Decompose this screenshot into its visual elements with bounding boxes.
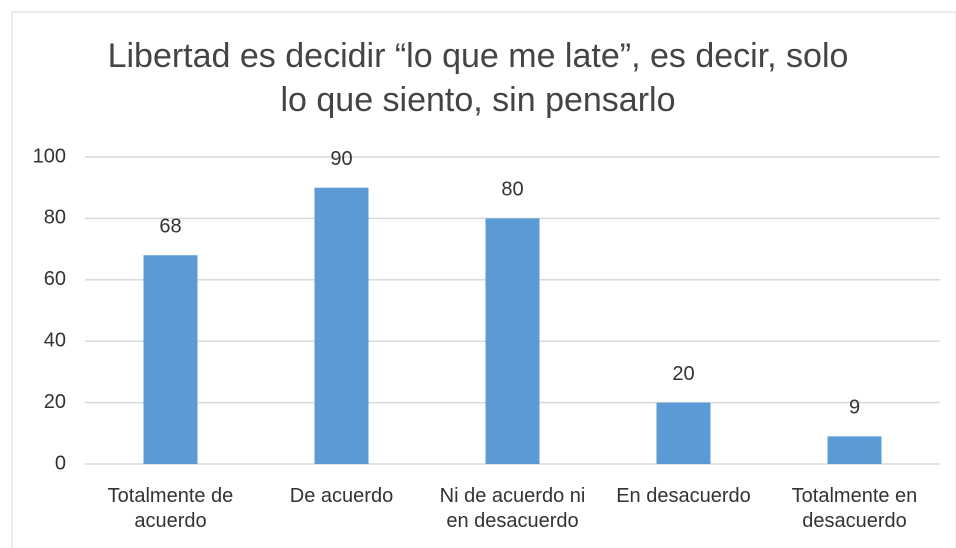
bar bbox=[656, 402, 711, 464]
bar bbox=[143, 255, 198, 464]
y-tick-label: 20 bbox=[44, 391, 66, 413]
y-tick-label: 80 bbox=[44, 207, 66, 229]
y-tick-label: 0 bbox=[55, 452, 66, 474]
x-tick-label: Totalmente en desacuerdo bbox=[791, 485, 918, 532]
data-label: 9 bbox=[849, 397, 860, 419]
data-label: 90 bbox=[330, 148, 352, 170]
data-label: 68 bbox=[159, 216, 181, 238]
x-tick-label: De acuerdo bbox=[289, 485, 394, 507]
data-label: 80 bbox=[501, 179, 523, 201]
chart-title: Libertad es decidir “lo que me late”, es… bbox=[107, 37, 849, 119]
y-tick-label: 100 bbox=[33, 145, 66, 167]
x-tick-label: Ni de acuerdo ni en desacuerdo bbox=[439, 485, 586, 532]
x-tick-label: En desacuerdo bbox=[616, 485, 751, 507]
y-tick-label: 60 bbox=[44, 268, 66, 290]
y-tick-label: 40 bbox=[44, 329, 66, 351]
x-tick-label: Totalmente de acuerdo bbox=[107, 485, 234, 532]
data-label: 20 bbox=[672, 363, 694, 385]
bar bbox=[485, 218, 540, 464]
bar bbox=[827, 436, 882, 464]
chart-border bbox=[11, 11, 956, 548]
bar bbox=[314, 187, 369, 464]
